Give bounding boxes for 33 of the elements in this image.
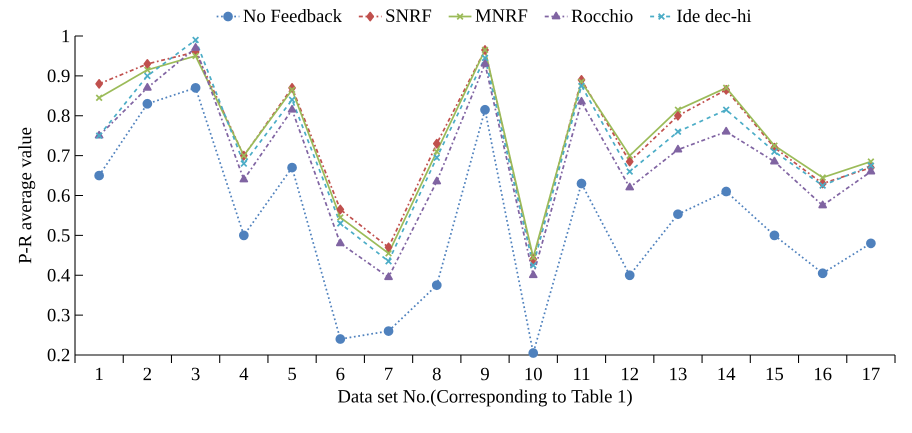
x-tick-label: 10 xyxy=(526,368,542,380)
x-tick-label: 8 xyxy=(432,368,441,380)
legend-label: Rocchio xyxy=(572,9,633,22)
y-tick-label: 0.3 xyxy=(48,308,70,322)
y-tick-label: 0.4 xyxy=(48,268,70,282)
x-tick-label: 1 xyxy=(96,368,103,380)
x-axis-title: Data set No.(Corresponding to Table 1) xyxy=(338,389,632,406)
x-tick-label: 7 xyxy=(385,368,393,380)
x-tick-label: 6 xyxy=(336,368,344,380)
legend-label: MNRF xyxy=(476,9,528,22)
x-tick-label: 13 xyxy=(670,368,687,380)
legend-label: No Feedback xyxy=(243,9,342,22)
legend-label: Ide dec-hi xyxy=(677,9,752,22)
y-tick-label: 0.7 xyxy=(48,149,70,162)
x-tick-label: 12 xyxy=(622,368,638,380)
x-tick-label: 9 xyxy=(480,368,489,380)
x-tick-label: 2 xyxy=(144,368,151,380)
legend-label: SNRF xyxy=(386,9,432,22)
y-tick-label: 1 xyxy=(62,30,70,42)
y-tick-label: 0.2 xyxy=(48,348,70,362)
x-tick-label: 15 xyxy=(766,368,784,380)
x-tick-label: 3 xyxy=(192,368,200,380)
y-tick-label: 0.8 xyxy=(48,109,70,122)
y-tick-label: 0.9 xyxy=(48,70,70,82)
x-tick-label: 4 xyxy=(240,368,248,380)
x-tick-label: 16 xyxy=(814,368,832,380)
x-tick-label: 17 xyxy=(863,368,880,380)
x-tick-label: 5 xyxy=(288,368,296,380)
y-tick-label: 0.6 xyxy=(48,189,70,202)
x-tick-label: 14 xyxy=(718,368,736,380)
y-tick-label: 0.5 xyxy=(48,229,70,242)
x-tick-label: 11 xyxy=(574,368,590,380)
y-axis-title: P-R average value xyxy=(18,128,36,264)
